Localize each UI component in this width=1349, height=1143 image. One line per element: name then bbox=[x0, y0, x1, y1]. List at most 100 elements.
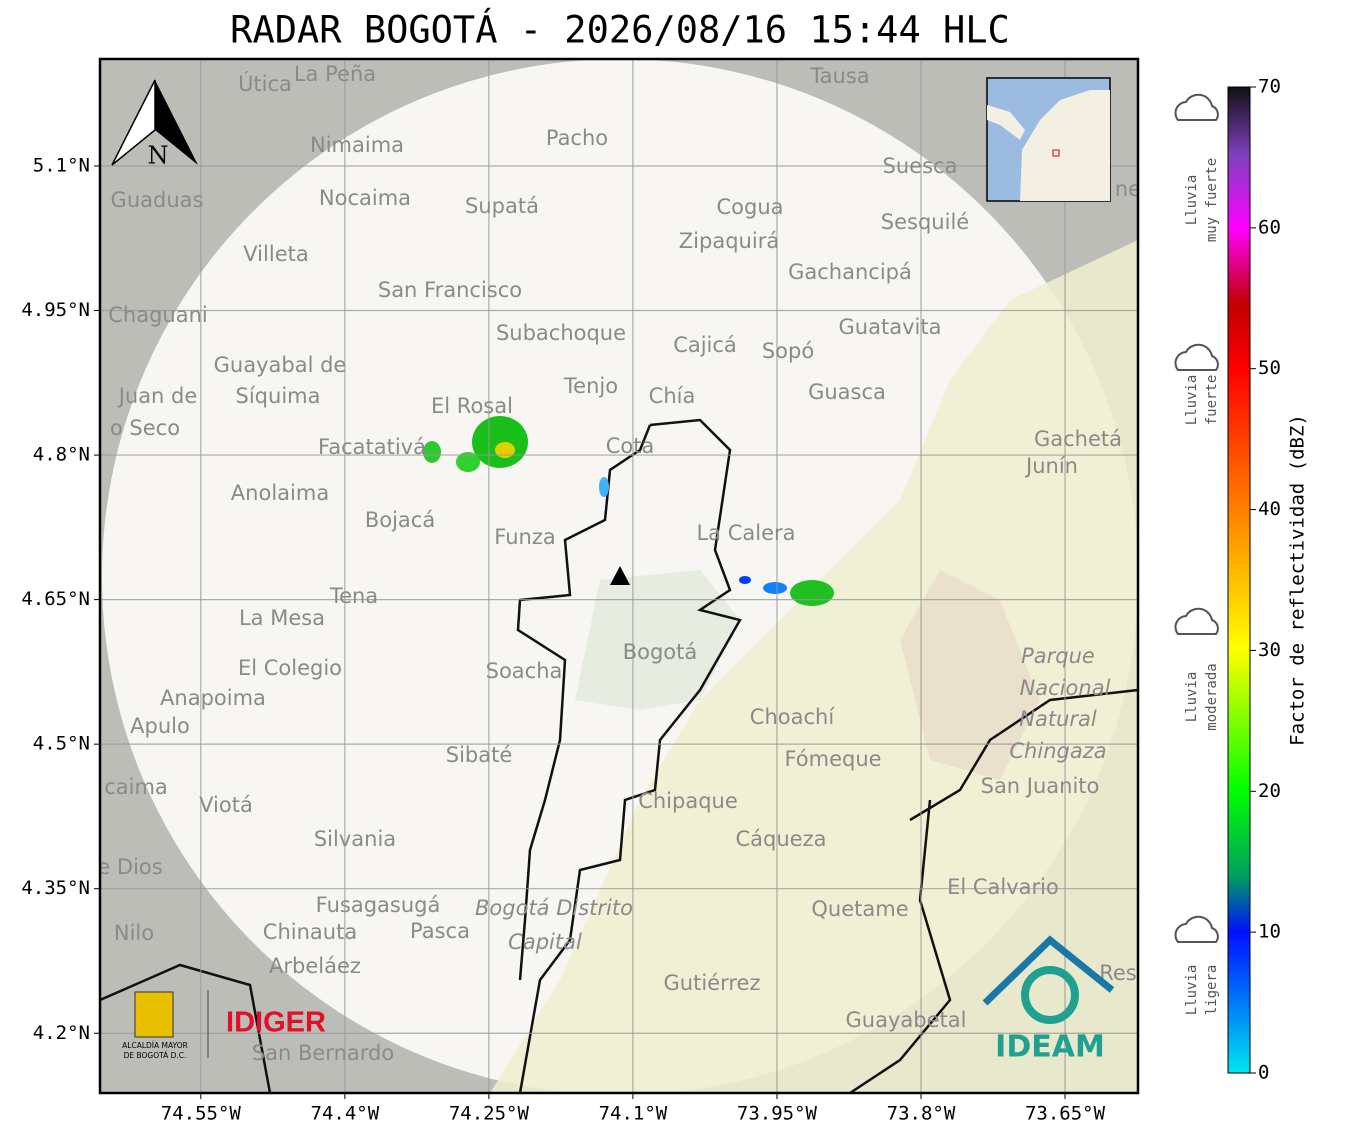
place-label: Villeta bbox=[243, 242, 308, 266]
rain-icon bbox=[1174, 93, 1219, 121]
lat-tick-label: 5.1°N bbox=[33, 154, 90, 176]
place-label: Pasca bbox=[410, 919, 470, 943]
lat-tick-label: 4.65°N bbox=[21, 588, 90, 610]
colorbar-tick-label: 50 bbox=[1258, 357, 1281, 379]
colorbar-tick-label: 0 bbox=[1258, 1062, 1269, 1084]
colorbar-tick-label: 20 bbox=[1258, 780, 1281, 802]
place-label: Síquima bbox=[236, 384, 321, 408]
terrain bbox=[490, 240, 1138, 1093]
lon-tick-label: 73.8°W bbox=[887, 1103, 956, 1125]
colorbar-tick-label: 40 bbox=[1258, 498, 1281, 520]
alcaldia-shield bbox=[134, 991, 174, 1038]
echo bbox=[495, 442, 515, 458]
place-label: Nocaima bbox=[319, 186, 411, 210]
place-label: Tausa bbox=[809, 64, 869, 88]
place-labels: Útica La Peña Tausa Nimaima Pacho Guaduas Noca… bbox=[97, 62, 1141, 1065]
place-label: Cogua bbox=[716, 195, 783, 219]
rain-icon bbox=[1174, 607, 1219, 635]
colorbar-tick-label: 30 bbox=[1258, 639, 1281, 661]
place-label: San Francisco bbox=[378, 278, 522, 302]
inset-location bbox=[1052, 149, 1060, 157]
place-label: Sesquilé bbox=[881, 210, 969, 234]
lat-tick-label: 4.8°N bbox=[33, 444, 90, 466]
logos: ALCALDÍA MAYOR DE BOGOTÁ D.C. IDIGER IDE… bbox=[122, 935, 1115, 1065]
echo bbox=[423, 441, 441, 463]
rain-legend-label: moderada bbox=[1204, 663, 1220, 730]
place-label: Pacho bbox=[546, 126, 608, 150]
lat-tick-label: 4.95°N bbox=[21, 299, 90, 321]
rain-legend-label: Lluvia bbox=[1184, 672, 1200, 723]
place-label: Tena bbox=[329, 584, 378, 608]
place-label: Guatavita bbox=[839, 315, 942, 339]
rain-legend-label: Lluvia bbox=[1184, 175, 1200, 226]
place-label: Bogotá Distrito bbox=[475, 896, 633, 920]
ideam-logo: IDEAM bbox=[995, 1030, 1105, 1065]
place-label: La Calera bbox=[696, 521, 795, 545]
place-label: Sibaté bbox=[446, 743, 513, 767]
inset-map bbox=[986, 77, 1111, 202]
place-label: Quetame bbox=[811, 897, 908, 921]
place-label: Tenjo bbox=[563, 374, 618, 398]
place-label: Zipaquirá bbox=[679, 229, 779, 253]
lat-tick-label: 4.35°N bbox=[21, 877, 90, 899]
place-label: Cota bbox=[606, 434, 655, 458]
place-label: Facatativá bbox=[318, 435, 426, 459]
grid bbox=[100, 59, 1138, 1093]
urban-area bbox=[575, 570, 740, 710]
lon-tick-label: 74.4°W bbox=[311, 1103, 380, 1125]
place-label: ne bbox=[1115, 177, 1141, 201]
lat-tick-label: 4.2°N bbox=[33, 1022, 90, 1044]
rain-legend-label: fuerte bbox=[1204, 375, 1220, 426]
alcaldia-text: DE BOGOTÁ D.C. bbox=[124, 1051, 187, 1060]
place-label: Anapoima bbox=[160, 686, 266, 710]
lon-tick-label: 74.55°W bbox=[161, 1103, 242, 1125]
inset-land bbox=[987, 90, 1110, 201]
place-label: Anolaima bbox=[231, 481, 329, 505]
region-boundary bbox=[100, 688, 1138, 1093]
echo bbox=[456, 452, 480, 472]
district-boundary bbox=[516, 418, 742, 1093]
place-label: Juan de bbox=[117, 384, 198, 408]
place-label: Sopó bbox=[762, 339, 814, 363]
lon-tick-label: 74.25°W bbox=[449, 1103, 530, 1125]
place-label: Choachí bbox=[750, 705, 836, 729]
rain-icon bbox=[1174, 343, 1219, 371]
lat-tick-label: 4.5°N bbox=[33, 733, 90, 755]
colorbar-tick-label: 10 bbox=[1258, 921, 1281, 943]
place-label: Gutiérrez bbox=[664, 971, 761, 995]
north-arrow: N bbox=[111, 79, 198, 170]
radar-site bbox=[610, 566, 630, 585]
place-label: Viotá bbox=[199, 793, 253, 817]
place-label: Natural bbox=[1019, 707, 1097, 731]
axes: 5.1°N 4.95°N 4.8°N 4.65°N 4.5°N 4.35°N 4.2°N 74… bbox=[21, 154, 1105, 1124]
place-label: Chingaza bbox=[1009, 739, 1106, 763]
place-label: San Juanito bbox=[981, 774, 1100, 798]
lon-tick-label: 73.65°W bbox=[1025, 1103, 1106, 1125]
rain-legend-label: Lluvia bbox=[1184, 965, 1200, 1016]
title: RADAR BOGOTÁ - 2026/08/16 15:44 HLC bbox=[230, 8, 1010, 52]
map-frame bbox=[98, 57, 1140, 1095]
lon-tick-label: 73.95°W bbox=[737, 1103, 818, 1125]
place-label: El Calvario bbox=[947, 875, 1059, 899]
ideam-swirl bbox=[1021, 966, 1079, 1024]
rain-legend-label: Lluvia bbox=[1184, 375, 1200, 426]
lon-tick-label: 74.1°W bbox=[599, 1103, 668, 1125]
place-label: e Dios bbox=[97, 855, 162, 879]
place-label: o Seco bbox=[110, 416, 180, 440]
rain-legend-label: muy fuerte bbox=[1204, 158, 1220, 242]
place-label: San Bernardo bbox=[252, 1041, 394, 1065]
place-label: Chipaque bbox=[638, 789, 738, 813]
place-label: Apulo bbox=[130, 714, 190, 738]
map-area: Útica La Peña Tausa Nimaima Pacho Guaduas Noca… bbox=[97, 59, 1141, 1093]
park-area bbox=[900, 570, 1040, 780]
place-label: La Mesa bbox=[239, 606, 325, 630]
place-label: Nilo bbox=[114, 921, 154, 945]
place-label: Chinauta bbox=[263, 920, 357, 944]
alcaldia-text: ALCALDÍA MAYOR bbox=[122, 1041, 188, 1050]
place-label: Cáqueza bbox=[736, 827, 827, 851]
echo bbox=[790, 580, 834, 606]
place-label: Guayabal de bbox=[214, 353, 347, 377]
place-label: Guasca bbox=[808, 380, 886, 404]
place-label: Cajicá bbox=[673, 333, 737, 357]
